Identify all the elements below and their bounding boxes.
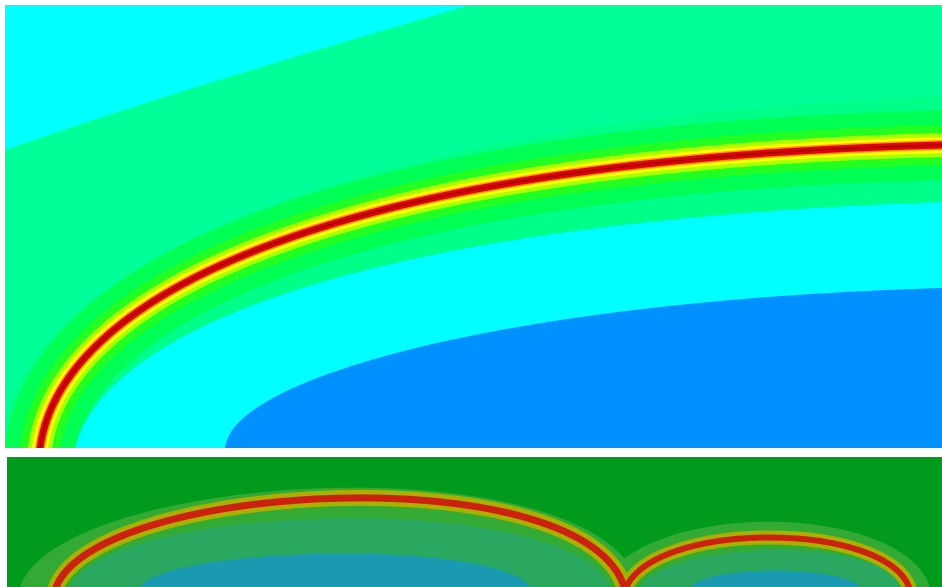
band-red <box>623 534 912 587</box>
core-left <box>140 553 530 587</box>
band-darkred <box>39 144 942 448</box>
region-blue <box>225 288 942 448</box>
core-right <box>690 570 860 587</box>
shock-front <box>5 110 942 448</box>
shock-fronts <box>47 489 917 587</box>
band-red <box>52 494 628 587</box>
bottom-plot <box>7 457 942 587</box>
top-plot <box>5 5 942 448</box>
